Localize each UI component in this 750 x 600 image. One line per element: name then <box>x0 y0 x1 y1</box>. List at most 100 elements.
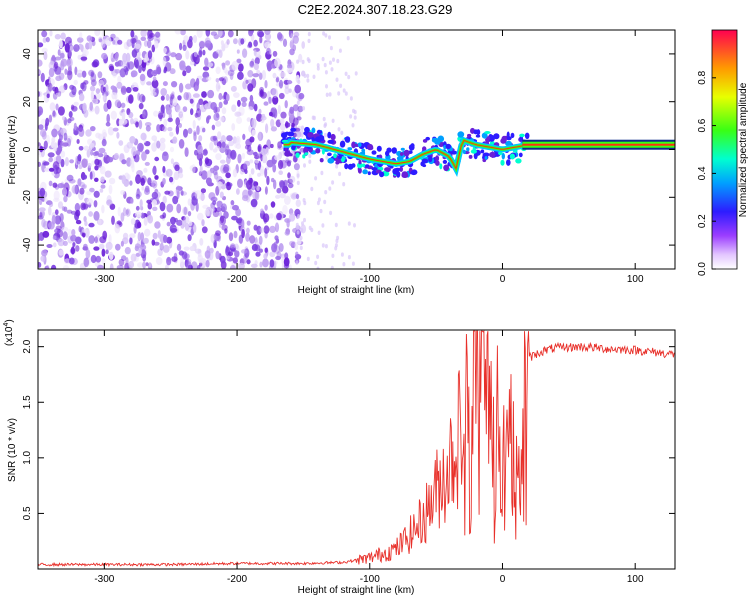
spectrogram-noise-cell <box>57 49 61 56</box>
spectrogram-noise-cell <box>204 250 211 259</box>
spectrogram-noise-cell <box>347 74 351 80</box>
spectrogram-noise-cell <box>192 166 198 173</box>
spectrogram-noise-cell <box>136 221 142 229</box>
spectrogram-noise-cell <box>140 30 147 38</box>
spectrogram-ridge-cell <box>428 155 433 163</box>
spectrogram-noise-cell <box>48 114 53 123</box>
spectrogram-ridge-cell <box>319 135 325 142</box>
spectrogram-ridge-cell <box>400 147 405 151</box>
spectrogram-noise-cell <box>43 140 48 150</box>
spectrogram-noise-cell <box>83 216 87 222</box>
spectrogram-noise-cell <box>99 188 104 193</box>
spectrogram-noise-cell <box>216 200 223 208</box>
spectrogram-noise-cell <box>279 118 285 124</box>
spectrogram-noise-cell <box>328 35 331 40</box>
spectrogram-noise-cell <box>342 88 346 93</box>
spectrogram-noise-cell <box>259 227 265 234</box>
spectrogram-noise-cell <box>217 85 221 90</box>
spectrogram-noise-cell <box>325 84 328 89</box>
spectrogram-ridge-cell <box>394 167 401 172</box>
spectrogram-ridge-cell <box>475 134 481 138</box>
spectrogram-noise-cell <box>63 132 68 141</box>
spectrogram-noise-cell <box>143 57 147 63</box>
spectrogram-noise-cell <box>94 236 98 244</box>
spectrogram-noise-cell <box>170 228 178 233</box>
spectrogram-noise-cell <box>234 111 242 117</box>
spectrogram-noise-cell <box>148 262 152 268</box>
spectrogram-noise-cell <box>151 79 159 89</box>
spectrogram-noise-cell <box>204 157 210 165</box>
spectrogram-noise-cell <box>58 39 63 49</box>
spectrogram-noise-cell <box>354 71 358 76</box>
spectrogram-noise-cell <box>351 261 355 266</box>
spectrogram-noise-cell <box>234 250 240 258</box>
spectrogram-ridge-cell <box>371 167 378 171</box>
spectrogram-noise-cell <box>225 172 231 179</box>
spectrogram-noise-cell <box>250 168 255 175</box>
spectrogram-noise-cell <box>287 63 292 70</box>
spectrogram-noise-cell <box>44 167 51 172</box>
spectrogram-noise-cell <box>189 98 194 104</box>
spectrogram-noise-cell <box>323 62 327 68</box>
spectrogram-noise-cell <box>130 30 135 38</box>
spectrogram-ridge-cell <box>500 159 505 166</box>
spectrogram-noise-cell <box>105 84 109 92</box>
spectrogram-noise-cell <box>324 70 328 75</box>
spectrogram-noise-cell <box>90 254 97 264</box>
snr-y-tick-label: 0.5 <box>22 506 33 520</box>
spectrogram-noise-cell <box>177 95 182 101</box>
spectrogram-noise-cell <box>102 132 107 138</box>
spectrogram-noise-cell <box>204 40 212 48</box>
spectrogram-noise-cell <box>215 230 221 237</box>
spectrogram-noise-cell <box>104 90 110 96</box>
spectrogram-noise-cell <box>140 232 145 242</box>
spectrogram-noise-cell <box>344 91 348 96</box>
spectrogram-noise-cell <box>231 123 236 131</box>
spectrogram-noise-cell <box>64 43 70 53</box>
spectrogram-y-tick-label: -20 <box>22 190 33 205</box>
spectrogram-noise-cell <box>152 165 157 176</box>
spectrogram-noise-cell <box>82 184 87 189</box>
spectrogram-noise-cell <box>241 228 245 239</box>
spectrogram-noise-cell <box>264 204 268 211</box>
spectrogram-noise-cell <box>249 94 254 103</box>
spectrogram-noise-cell <box>191 164 196 174</box>
spectrogram-noise-cell <box>53 61 59 69</box>
spectrogram-noise-cell <box>154 175 159 180</box>
spectrogram-noise-cell <box>334 222 338 228</box>
spectrogram-ridge-cell <box>391 147 397 154</box>
spectrogram-noise-cell <box>263 225 270 234</box>
spectrogram-noise-cell <box>135 243 141 249</box>
spectrogram-noise-cell <box>253 49 257 56</box>
spectrogram-noise-cell <box>98 243 105 250</box>
spectrogram-noise-cell <box>266 175 270 186</box>
spectrogram-noise-cell <box>236 188 240 195</box>
spectrogram-noise-cell <box>139 73 146 82</box>
spectrogram-ridge-cell <box>399 166 404 172</box>
spectrogram-noise-cell <box>324 33 328 38</box>
spectrogram-noise-cell <box>56 229 64 238</box>
spectrogram-noise-cell <box>224 228 228 234</box>
spectrogram-noise-cell <box>78 127 85 137</box>
spectrogram-noise-cell <box>209 141 214 151</box>
spectrogram-noise-cell <box>108 184 113 195</box>
spectrogram-noise-cell <box>322 31 326 36</box>
spectrogram-noise-cell <box>108 177 116 185</box>
spectrogram-noise-cell <box>276 212 282 221</box>
spectrogram-noise-cell <box>103 151 107 158</box>
spectrogram-noise-cell <box>72 242 76 247</box>
spectrogram-noise-cell <box>219 159 226 164</box>
spectrogram-noise-cell <box>144 185 150 193</box>
spectrogram-noise-cell <box>219 215 225 224</box>
spectrogram-ridge-cell <box>319 158 324 163</box>
spectrogram-noise-cell <box>202 127 206 133</box>
spectrogram-noise-cell <box>164 62 172 72</box>
spectrogram-noise-cell <box>264 247 268 253</box>
spectrogram-noise-cell <box>228 140 235 147</box>
spectrogram-noise-cell <box>335 164 339 169</box>
spectrogram-noise-cell <box>116 265 124 269</box>
spectrogram-noise-cell <box>88 211 93 217</box>
spectrogram-noise-cell <box>248 106 254 111</box>
spectrogram-noise-cell <box>111 215 115 225</box>
spectrogram-noise-cell <box>82 49 89 56</box>
